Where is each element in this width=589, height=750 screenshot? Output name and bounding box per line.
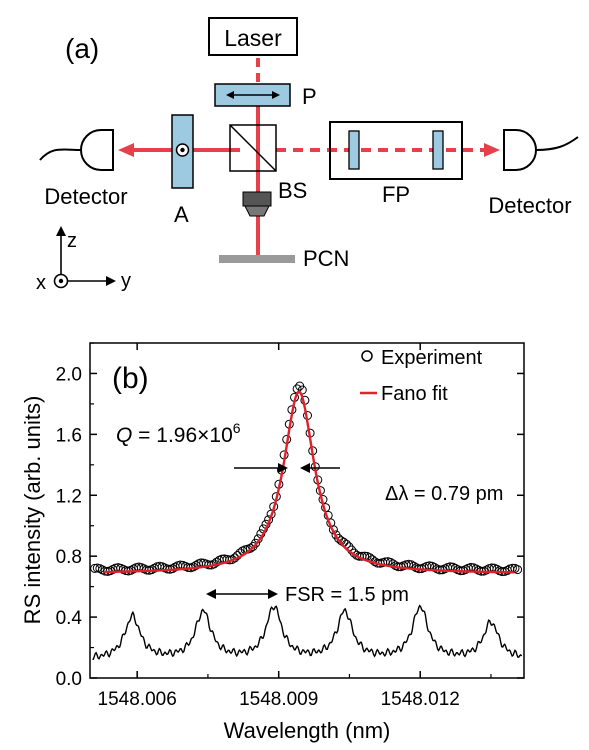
linewidth-annotation: Δλ = 0.79 pm <box>385 483 503 505</box>
detector-left-icon <box>80 129 114 171</box>
y-axis: 0.0 0.4 0.8 1.2 1.6 2.0 <box>56 342 524 690</box>
y-tick-label: 1.2 <box>56 486 82 507</box>
detector-left-label: Detector <box>44 184 127 209</box>
laser-box <box>208 17 298 56</box>
linewidth-arrows <box>234 463 340 473</box>
panel-a-label: (a) <box>65 33 99 64</box>
fp-mirror-left <box>348 130 360 170</box>
plot-area <box>90 381 523 661</box>
experiment-point <box>212 557 222 567</box>
spectrum-chart: 0.00.40.81.21.62.0 1548.006 1548.009 1548.… <box>20 342 525 743</box>
y-axis-label: RS intensity (arb. units) <box>20 396 45 625</box>
legend-experiment-label: Experiment <box>381 347 483 369</box>
setup-diagram: (a) Laser P BS A PCN <box>36 17 579 294</box>
y-tick-label: 2.0 <box>56 364 82 385</box>
polarizer-arrow-right <box>272 91 280 99</box>
fp-mirror-right <box>432 130 444 170</box>
beam-splitter-label: BS <box>278 178 307 203</box>
q-factor-annotation: Q = 1.96×106 <box>116 420 241 447</box>
plot-frame <box>89 342 525 679</box>
analyzer-dot <box>180 147 185 153</box>
experiment-point <box>388 559 398 569</box>
fsr-annotation: FSR = 1.5 pm <box>285 584 409 606</box>
legend-fit-label: Fano fit <box>381 383 448 405</box>
x-tick-label: 1548.009 <box>239 689 318 710</box>
x-axis: 1548.006 1548.009 1548.012 <box>98 343 492 710</box>
detector-right-cable <box>535 136 579 151</box>
right-arrowhead <box>484 143 500 157</box>
legend: Experiment Fano fit <box>360 347 483 405</box>
y-tick-label: 1.6 <box>56 425 82 446</box>
x-tick-label: 1548.012 <box>381 689 460 710</box>
analyzer-label: A <box>174 202 189 227</box>
y-tick-label: 0.4 <box>56 608 83 629</box>
experiment-point <box>251 538 261 548</box>
x-tick-label: 1548.006 <box>98 689 177 710</box>
detector-right-icon <box>503 129 537 171</box>
coordinate-axes: z x y <box>36 226 131 294</box>
left-arrowhead <box>118 143 134 157</box>
laser-label: Laser <box>224 25 282 51</box>
y-tick-label: 0.8 <box>56 547 82 568</box>
objective-lens-icon <box>244 205 270 217</box>
series-fano-fit <box>104 390 515 574</box>
legend-experiment-marker <box>361 350 373 362</box>
panel-b-label: (b) <box>112 362 149 395</box>
sample-bar <box>219 255 295 263</box>
beam-splitter-diagonal <box>229 124 277 172</box>
axis-x-label: x <box>36 272 46 294</box>
axis-z-label: z <box>67 230 77 252</box>
fsr-arrow <box>206 589 278 599</box>
fabry-perot-label: FP <box>382 182 410 207</box>
experiment-point <box>513 565 523 575</box>
detector-right-label: Detector <box>488 193 571 218</box>
polarizer-arrow-left <box>226 91 234 99</box>
y-tick-label: 0.0 <box>56 669 82 690</box>
experiment-point <box>245 543 255 553</box>
series-fp-transmission <box>92 604 523 661</box>
beam-splitter <box>229 124 277 172</box>
detector-left-cable <box>39 148 83 161</box>
polarizer-label: P <box>302 84 317 109</box>
fabry-perot-box <box>329 121 463 180</box>
sample-label: PCN <box>303 246 349 271</box>
x-axis-label: Wavelength (nm) <box>224 718 391 743</box>
objective-body <box>242 191 272 207</box>
axis-y-label: y <box>121 270 131 292</box>
experiment-point <box>248 542 258 551</box>
